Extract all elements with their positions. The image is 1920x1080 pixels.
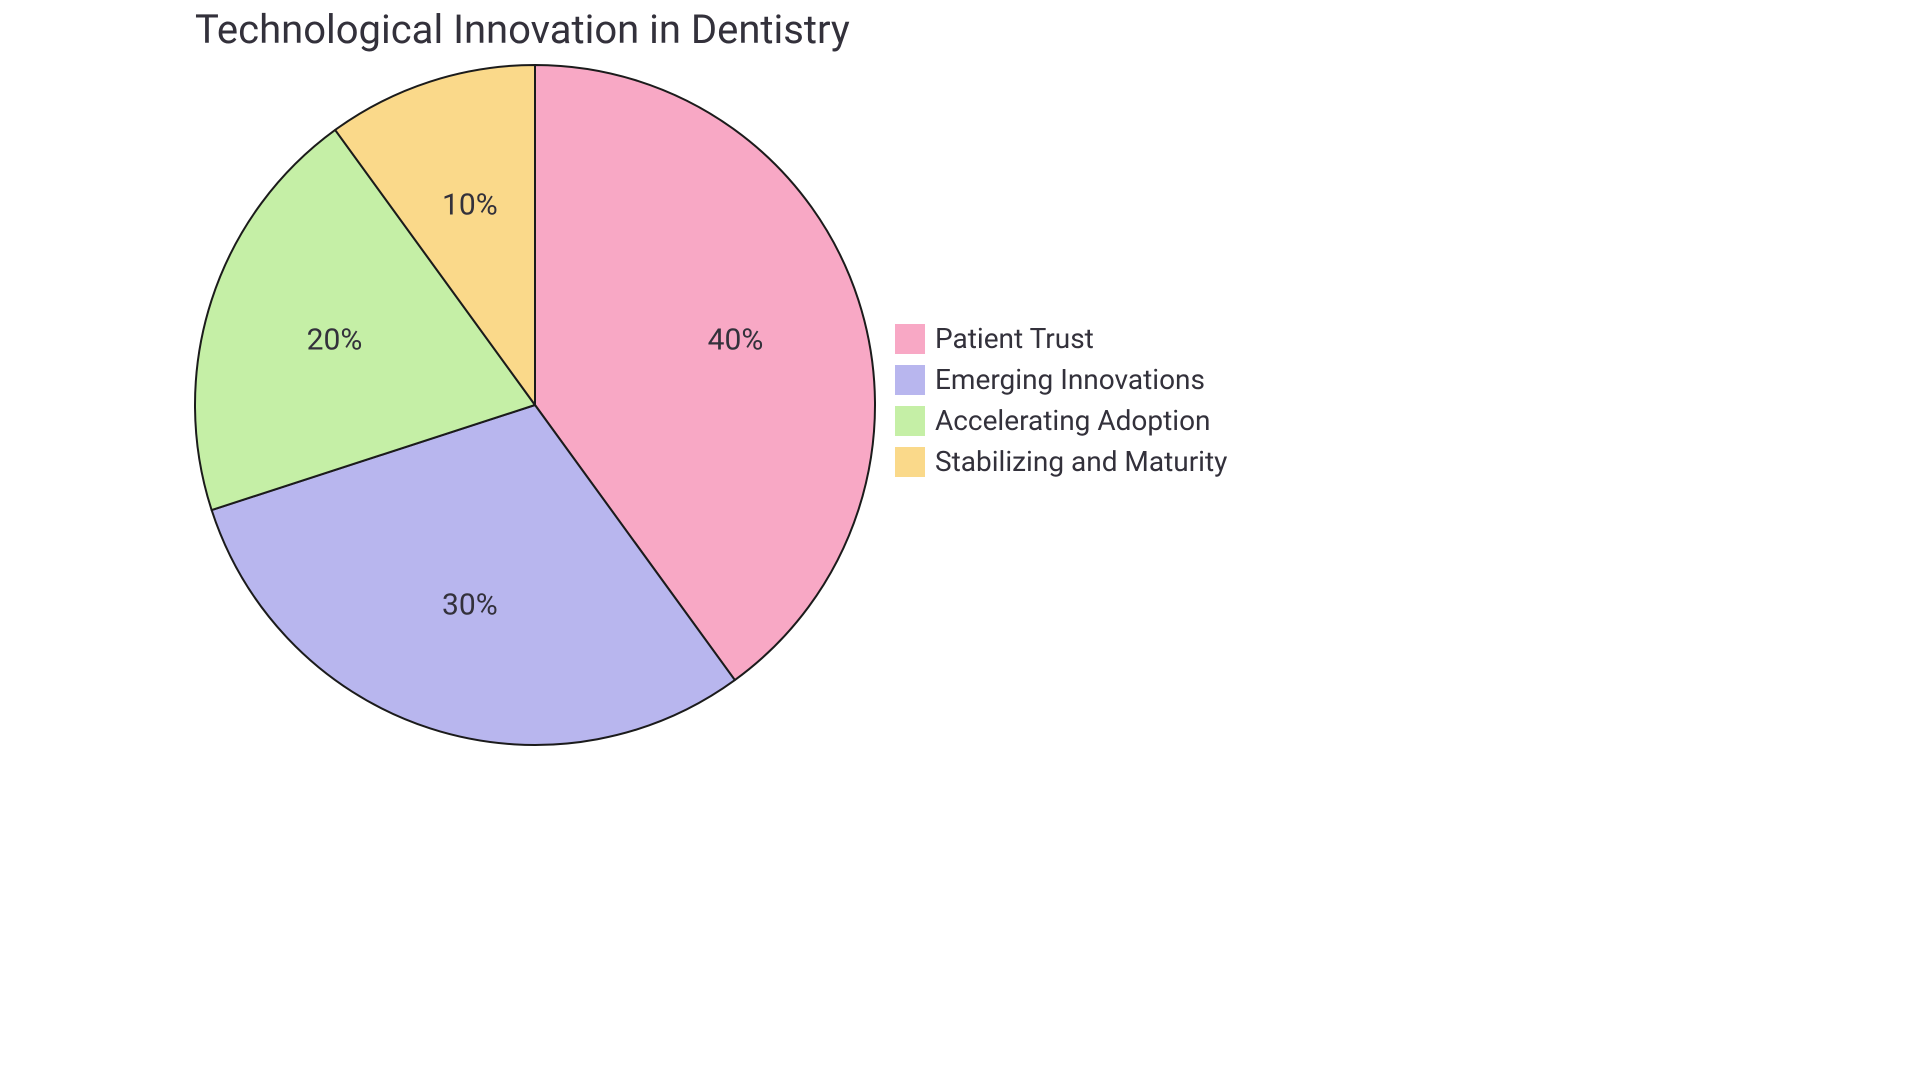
chart-container: Technological Innovation in Dentistry 40… — [0, 0, 1920, 1080]
pie-svg — [193, 63, 877, 747]
legend-item: Patient Trust — [895, 322, 1227, 355]
legend-label: Emerging Innovations — [935, 363, 1205, 396]
legend-label: Patient Trust — [935, 322, 1094, 355]
legend-swatch — [895, 406, 925, 436]
pie-slice-label: 40% — [708, 322, 764, 357]
pie-slice-label: 10% — [442, 187, 498, 222]
legend-item: Stabilizing and Maturity — [895, 445, 1227, 478]
legend-swatch — [895, 365, 925, 395]
pie-chart: 40% 30% 20% 10% — [193, 63, 877, 747]
legend-label: Accelerating Adoption — [935, 404, 1211, 437]
pie-slice-label: 20% — [307, 322, 363, 357]
legend-swatch — [895, 324, 925, 354]
chart-title: Technological Innovation in Dentistry — [195, 6, 850, 53]
legend-item: Emerging Innovations — [895, 363, 1227, 396]
legend-swatch — [895, 447, 925, 477]
legend-label: Stabilizing and Maturity — [935, 445, 1227, 478]
legend-item: Accelerating Adoption — [895, 404, 1227, 437]
pie-slice-label: 30% — [442, 588, 498, 623]
legend: Patient Trust Emerging Innovations Acceler… — [895, 322, 1227, 486]
